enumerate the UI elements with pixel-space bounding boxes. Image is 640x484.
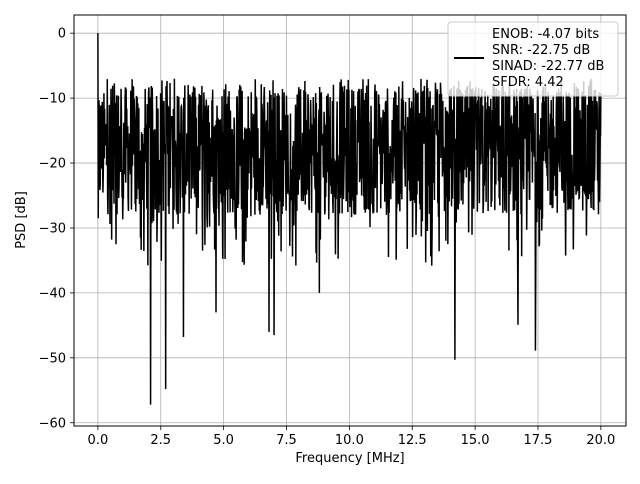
x-axis-ticks: 0.0 2.5 5.0 7.5 10.0 12.5 15.0 17.5 20.0 [88, 426, 615, 448]
y-tick-label: −50 [39, 351, 66, 366]
x-tick-label: 2.5 [150, 433, 171, 448]
x-axis-label: Frequency [MHz] [295, 451, 404, 466]
x-tick-label: 7.5 [276, 433, 297, 448]
y-tick-label: −10 [39, 92, 66, 107]
legend: ENOB: -4.07 bits SNR: -22.75 dB SINAD: -… [447, 21, 619, 97]
x-tick-label: 17.5 [524, 433, 553, 448]
y-tick-label: 0 [58, 27, 66, 42]
y-tick-label: −60 [39, 416, 66, 431]
x-tick-label: 0.0 [88, 433, 109, 448]
legend-entry-enob: ENOB: -4.07 bits [492, 27, 599, 42]
x-tick-label: 5.0 [213, 433, 234, 448]
y-tick-label: −20 [39, 157, 66, 172]
x-tick-label: 12.5 [398, 433, 427, 448]
y-axis-ticks: 0 −10 −20 −30 −40 −50 −60 [39, 27, 74, 431]
psd-series-line [97, 33, 602, 405]
x-tick-label: 10.0 [335, 433, 364, 448]
legend-entry-sfdr: SFDR: 4.42 [492, 75, 564, 90]
y-tick-label: −40 [39, 286, 66, 301]
x-tick-label: 20.0 [586, 433, 615, 448]
plot-frame [73, 14, 627, 427]
y-axis-label: PSD [dB] [14, 191, 29, 249]
legend-entry-snr: SNR: -22.75 dB [492, 43, 590, 58]
legend-entry-sinad: SINAD: -22.77 dB [492, 59, 604, 74]
x-tick-label: 15.0 [461, 433, 490, 448]
legend-box [447, 21, 619, 97]
psd-line [97, 33, 602, 405]
y-tick-label: −30 [39, 221, 66, 236]
